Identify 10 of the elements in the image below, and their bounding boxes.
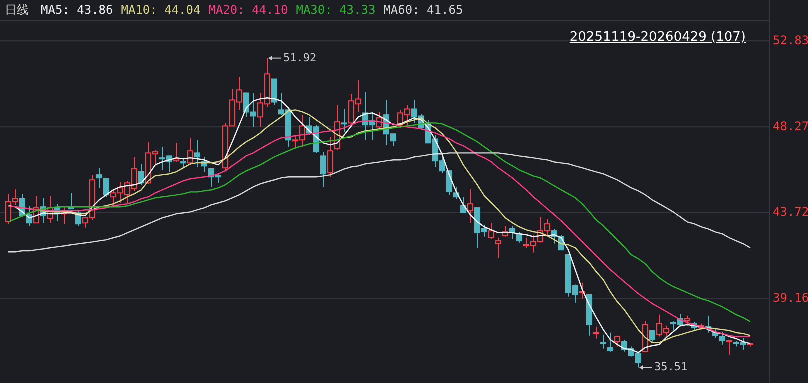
title: 日线 [5, 3, 29, 17]
y-tick-label: 43.72 [773, 205, 808, 220]
y-tick-label: 52.83 [773, 33, 808, 48]
subtitle: 20251119-20260429 (107) [570, 30, 746, 45]
annotation: 51.92 [284, 51, 317, 64]
y-tick-label: 39.16 [773, 291, 808, 306]
annotation: 35.51 [640, 360, 688, 374]
annotation: 35.51 [654, 360, 688, 374]
annotation: 51.92 [268, 51, 317, 64]
y-tick-label: 48.27 [773, 119, 808, 134]
